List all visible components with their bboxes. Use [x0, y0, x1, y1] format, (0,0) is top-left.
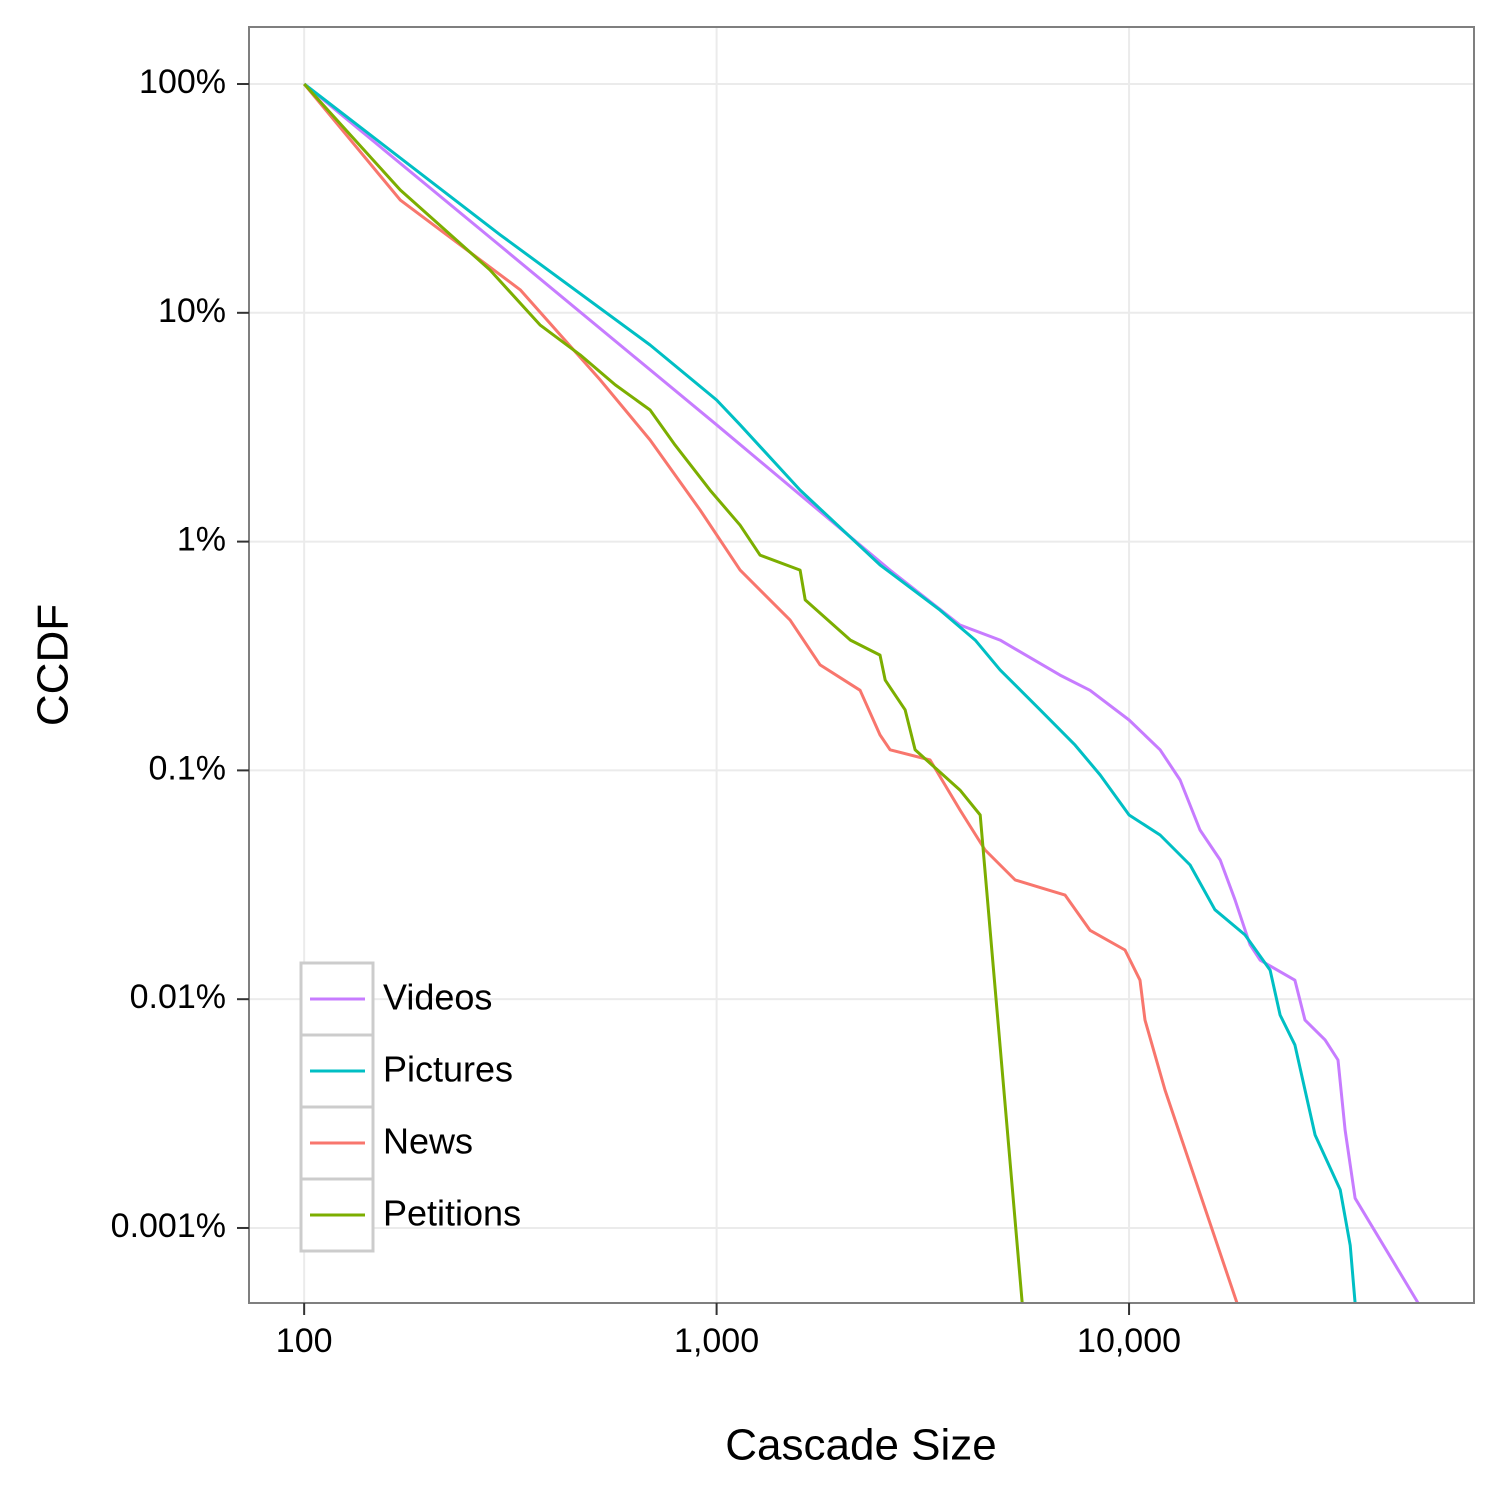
y-tick-label: 0.1%	[149, 749, 227, 787]
y-axis-title: CCDF	[29, 604, 78, 726]
y-tick-label: 0.001%	[111, 1207, 226, 1245]
lines	[303, 82, 1420, 1303]
axes: 100 1,000 10,000 0.001% 0.01% 0.1% 1% 10% 100%	[111, 63, 1181, 1360]
x-axis-title: Cascade Size	[725, 1421, 996, 1470]
series-line	[303, 83, 1239, 1303]
legend: Videos Pictures News Petitions	[299, 961, 521, 1253]
series-line	[303, 82, 1357, 1303]
y-tick-label: 0.01%	[130, 978, 226, 1016]
legend-label: Petitions	[383, 1193, 521, 1234]
panel-border	[248, 26, 1475, 1304]
legend-label: Pictures	[383, 1049, 513, 1090]
x-tick-label: 1,000	[674, 1322, 759, 1360]
legend-label: News	[383, 1121, 473, 1162]
grid	[249, 27, 1474, 1303]
x-tick-label: 100	[276, 1322, 333, 1360]
legend-label: Videos	[383, 977, 492, 1018]
series-line	[303, 82, 1024, 1303]
y-tick-label: 1%	[177, 521, 226, 559]
y-tick-label: 100%	[139, 63, 226, 101]
x-tick-label: 10,000	[1077, 1322, 1181, 1360]
y-tick-label: 10%	[158, 292, 226, 330]
